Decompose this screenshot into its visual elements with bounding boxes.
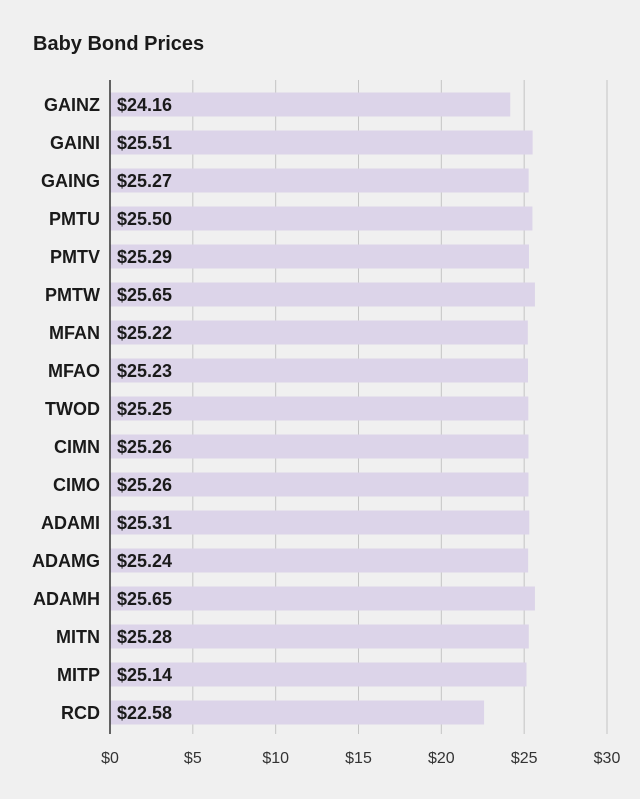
bar xyxy=(110,130,533,155)
bar xyxy=(110,586,535,611)
x-tick-label: $0 xyxy=(101,750,119,767)
value-label: $22.58 xyxy=(117,703,172,723)
value-label: $25.26 xyxy=(117,437,172,457)
category-label: PMTU xyxy=(49,209,100,229)
value-label: $25.50 xyxy=(117,209,172,229)
x-tick-label: $25 xyxy=(511,750,538,767)
bar xyxy=(110,358,528,383)
bar xyxy=(110,244,529,269)
category-label: GAINI xyxy=(50,133,100,153)
value-label: $25.22 xyxy=(117,323,172,343)
category-label: MITN xyxy=(56,627,100,647)
category-label: MFAO xyxy=(48,361,100,381)
bar xyxy=(110,548,529,573)
bar xyxy=(110,92,511,117)
category-label: CIMO xyxy=(53,475,100,495)
value-label: $25.65 xyxy=(117,285,172,305)
category-label: TWOD xyxy=(45,399,100,419)
x-tick-label: $20 xyxy=(428,750,455,767)
x-tick-label: $5 xyxy=(184,750,202,767)
value-label: $25.14 xyxy=(117,665,172,685)
value-label: $25.29 xyxy=(117,247,172,267)
value-label: $25.28 xyxy=(117,627,172,647)
value-label: $25.27 xyxy=(117,171,172,191)
category-label: GAING xyxy=(41,171,100,191)
category-label: PMTV xyxy=(50,247,100,267)
category-label: GAINZ xyxy=(44,95,100,115)
bar xyxy=(110,282,535,307)
value-label: $25.51 xyxy=(117,133,172,153)
bar xyxy=(110,396,529,421)
value-label: $25.26 xyxy=(117,475,172,495)
bar xyxy=(110,168,529,193)
value-label: $24.16 xyxy=(117,95,172,115)
bar xyxy=(110,624,529,649)
x-tick-label: $30 xyxy=(594,750,621,767)
category-label: RCD xyxy=(61,703,100,723)
value-label: $25.25 xyxy=(117,399,172,419)
bars xyxy=(110,92,535,725)
category-label: MFAN xyxy=(49,323,100,343)
bar xyxy=(110,206,533,231)
category-label: CIMN xyxy=(54,437,100,457)
value-label: $25.23 xyxy=(117,361,172,381)
bar xyxy=(110,320,528,345)
category-label: MITP xyxy=(57,665,100,685)
category-label: ADAMH xyxy=(33,589,100,609)
value-label: $25.65 xyxy=(117,589,172,609)
value-label: $25.31 xyxy=(117,513,172,533)
bar xyxy=(110,510,530,535)
labels: $0 $5 $10 $15 $20 $25 $30 GAINZ $24.16 GAINI $25.5… xyxy=(32,95,620,767)
bar xyxy=(110,472,529,497)
x-tick-label: $15 xyxy=(345,750,372,767)
category-label: ADAMG xyxy=(32,551,100,571)
chart-title: Baby Bond Prices xyxy=(33,33,205,55)
category-label: PMTW xyxy=(45,285,100,305)
bar xyxy=(110,700,485,725)
x-tick-label: $10 xyxy=(262,750,289,767)
category-label: ADAMI xyxy=(41,513,100,533)
value-label: $25.24 xyxy=(117,551,172,571)
bar xyxy=(110,434,529,459)
bar xyxy=(110,662,527,687)
